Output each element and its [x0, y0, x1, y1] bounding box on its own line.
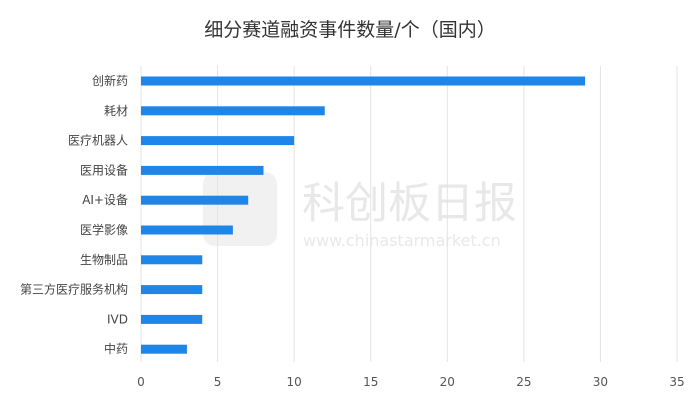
x-tick-label: 0: [137, 375, 145, 389]
x-tick-label: 5: [214, 375, 222, 389]
bar: [141, 195, 249, 205]
bar: [141, 344, 187, 354]
chart-title: 细分赛道融资事件数量/个（国内）: [204, 19, 495, 41]
category-label: AI+设备: [82, 193, 128, 207]
watermark: 科创板日报 www.chinastarmarket.cn: [203, 172, 517, 250]
bar: [141, 76, 586, 86]
bar: [141, 225, 233, 235]
category-label: 耗材: [104, 104, 128, 118]
watermark-name: 科创板日报: [302, 179, 517, 229]
x-tick-label: 10: [287, 375, 302, 389]
watermark-url: www.chinastarmarket.cn: [303, 231, 501, 250]
category-label: 第三方医疗服务机构: [20, 282, 128, 297]
bar: [141, 285, 203, 295]
x-tick-label: 30: [593, 375, 608, 389]
x-gridlines: [140, 66, 678, 362]
bar: [141, 136, 295, 146]
x-tick-label: 15: [363, 375, 378, 389]
bar: [141, 314, 203, 324]
category-label: 生物制品: [80, 253, 128, 267]
bar: [141, 106, 325, 116]
bar: [141, 255, 203, 265]
x-tick-labels: 0 5 10 15 20 25 30 35: [137, 375, 684, 389]
watermark-logo: [203, 172, 277, 246]
category-label: 医学影像: [80, 222, 128, 237]
category-label: 医用设备: [80, 163, 128, 177]
x-tick-label: 25: [516, 375, 531, 389]
bar: [141, 165, 264, 175]
category-label: 创新药: [92, 73, 128, 88]
category-label: 医疗机器人: [68, 134, 128, 148]
category-label: IVD: [107, 312, 128, 326]
x-tick-label: 35: [669, 375, 684, 389]
bars: [141, 76, 586, 354]
x-tick-label: 20: [440, 375, 455, 389]
category-label: 中药: [104, 341, 128, 356]
